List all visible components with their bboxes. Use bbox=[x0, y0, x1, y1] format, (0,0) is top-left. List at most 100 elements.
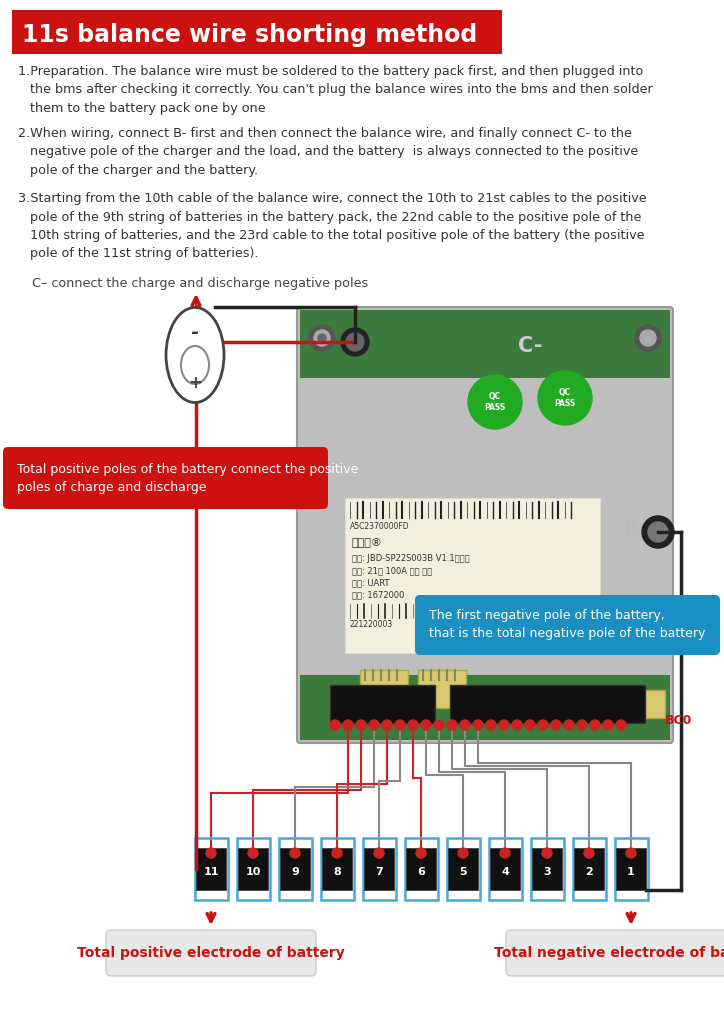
Circle shape bbox=[318, 334, 326, 342]
Text: -: - bbox=[191, 324, 199, 342]
Text: Total negative electrode of battery: Total negative electrode of battery bbox=[494, 946, 724, 961]
Bar bbox=[448, 848, 478, 890]
Text: 1: 1 bbox=[627, 867, 635, 877]
Circle shape bbox=[525, 720, 535, 730]
FancyBboxPatch shape bbox=[580, 690, 615, 718]
Circle shape bbox=[577, 720, 587, 730]
Circle shape bbox=[374, 848, 384, 858]
Ellipse shape bbox=[166, 307, 224, 402]
Circle shape bbox=[603, 720, 613, 730]
Circle shape bbox=[341, 328, 369, 356]
Text: 品号: 1672000: 品号: 1672000 bbox=[352, 590, 405, 599]
Bar bbox=[406, 848, 436, 890]
Text: C– connect the charge and discharge negative poles: C– connect the charge and discharge nega… bbox=[32, 278, 369, 290]
Circle shape bbox=[416, 848, 426, 858]
Bar bbox=[450, 685, 645, 723]
Circle shape bbox=[640, 330, 656, 346]
Text: C-: C- bbox=[518, 336, 542, 356]
Circle shape bbox=[434, 720, 444, 730]
Bar bbox=[322, 848, 352, 890]
Circle shape bbox=[447, 720, 457, 730]
Circle shape bbox=[408, 720, 418, 730]
Circle shape bbox=[642, 516, 674, 548]
Text: QC
PASS: QC PASS bbox=[484, 392, 505, 412]
Text: 3: 3 bbox=[543, 867, 551, 877]
Circle shape bbox=[616, 720, 626, 730]
Circle shape bbox=[343, 720, 353, 730]
Circle shape bbox=[356, 720, 366, 730]
Text: 11: 11 bbox=[203, 867, 219, 877]
FancyBboxPatch shape bbox=[12, 10, 502, 54]
Bar bbox=[330, 685, 435, 723]
Bar bbox=[490, 848, 520, 890]
Text: 6: 6 bbox=[417, 867, 425, 877]
Circle shape bbox=[395, 720, 405, 730]
Circle shape bbox=[584, 848, 594, 858]
Text: 4: 4 bbox=[501, 867, 509, 877]
Circle shape bbox=[206, 848, 216, 858]
Bar bbox=[616, 848, 646, 890]
Circle shape bbox=[512, 720, 522, 730]
Circle shape bbox=[290, 848, 300, 858]
FancyBboxPatch shape bbox=[106, 930, 316, 976]
Text: Total positive poles of the battery connect the positive
poles of charge and dis: Total positive poles of the battery conn… bbox=[17, 463, 358, 494]
Text: 嘉佰达®: 嘉佰达® bbox=[352, 538, 383, 548]
Text: 1.Preparation. The balance wire must be soldered to the battery pack first, and : 1.Preparation. The balance wire must be … bbox=[18, 65, 653, 115]
Text: +: + bbox=[188, 374, 202, 392]
Circle shape bbox=[590, 720, 600, 730]
FancyBboxPatch shape bbox=[3, 447, 328, 509]
Circle shape bbox=[309, 325, 335, 351]
Text: 2: 2 bbox=[585, 867, 593, 877]
Circle shape bbox=[486, 720, 496, 730]
Text: 2.When wiring, connect B- first and then connect the balance wire, and finally c: 2.When wiring, connect B- first and then… bbox=[18, 127, 639, 177]
Bar bbox=[300, 675, 670, 740]
Circle shape bbox=[564, 720, 574, 730]
Circle shape bbox=[648, 522, 668, 542]
Text: 型号: JBD-SP22S003B V1.1聚合物: 型号: JBD-SP22S003B V1.1聚合物 bbox=[352, 554, 470, 563]
Bar bbox=[238, 848, 268, 890]
Text: B-: B- bbox=[624, 521, 646, 539]
Text: 9: 9 bbox=[291, 867, 299, 877]
Circle shape bbox=[458, 848, 468, 858]
Circle shape bbox=[499, 720, 509, 730]
Text: QC
PASS: QC PASS bbox=[555, 388, 576, 408]
Text: 11s balance wire shorting method: 11s balance wire shorting method bbox=[22, 23, 477, 47]
Circle shape bbox=[314, 330, 330, 346]
Text: The first negative pole of the battery,
that is the total negative pole of the b: The first negative pole of the battery, … bbox=[429, 609, 705, 640]
Text: A5C2370000FD: A5C2370000FD bbox=[350, 522, 410, 531]
Circle shape bbox=[468, 375, 522, 429]
Circle shape bbox=[538, 720, 548, 730]
Text: 7: 7 bbox=[375, 867, 383, 877]
Text: 10: 10 bbox=[245, 867, 261, 877]
Circle shape bbox=[421, 720, 431, 730]
Circle shape bbox=[369, 720, 379, 730]
FancyBboxPatch shape bbox=[297, 307, 673, 743]
Bar bbox=[532, 848, 562, 890]
Circle shape bbox=[538, 371, 592, 425]
Text: BC0: BC0 bbox=[665, 714, 692, 726]
Text: 5: 5 bbox=[459, 867, 467, 877]
Circle shape bbox=[382, 720, 392, 730]
FancyBboxPatch shape bbox=[360, 670, 408, 708]
Circle shape bbox=[626, 848, 636, 858]
Circle shape bbox=[551, 720, 561, 730]
Circle shape bbox=[332, 848, 342, 858]
FancyBboxPatch shape bbox=[418, 670, 466, 708]
FancyBboxPatch shape bbox=[345, 498, 600, 653]
FancyBboxPatch shape bbox=[506, 930, 724, 976]
Circle shape bbox=[460, 720, 470, 730]
Circle shape bbox=[330, 720, 340, 730]
Circle shape bbox=[248, 848, 258, 858]
Bar bbox=[364, 848, 394, 890]
Text: 221220003: 221220003 bbox=[350, 620, 393, 629]
Text: 通讯: UART: 通讯: UART bbox=[352, 578, 390, 587]
Bar bbox=[196, 848, 226, 890]
Bar bbox=[300, 310, 670, 378]
Circle shape bbox=[346, 333, 364, 351]
Text: 8: 8 bbox=[333, 867, 341, 877]
Circle shape bbox=[635, 325, 661, 351]
Text: Total positive electrode of battery: Total positive electrode of battery bbox=[77, 946, 345, 961]
FancyBboxPatch shape bbox=[415, 595, 720, 655]
Circle shape bbox=[473, 720, 483, 730]
Circle shape bbox=[500, 848, 510, 858]
